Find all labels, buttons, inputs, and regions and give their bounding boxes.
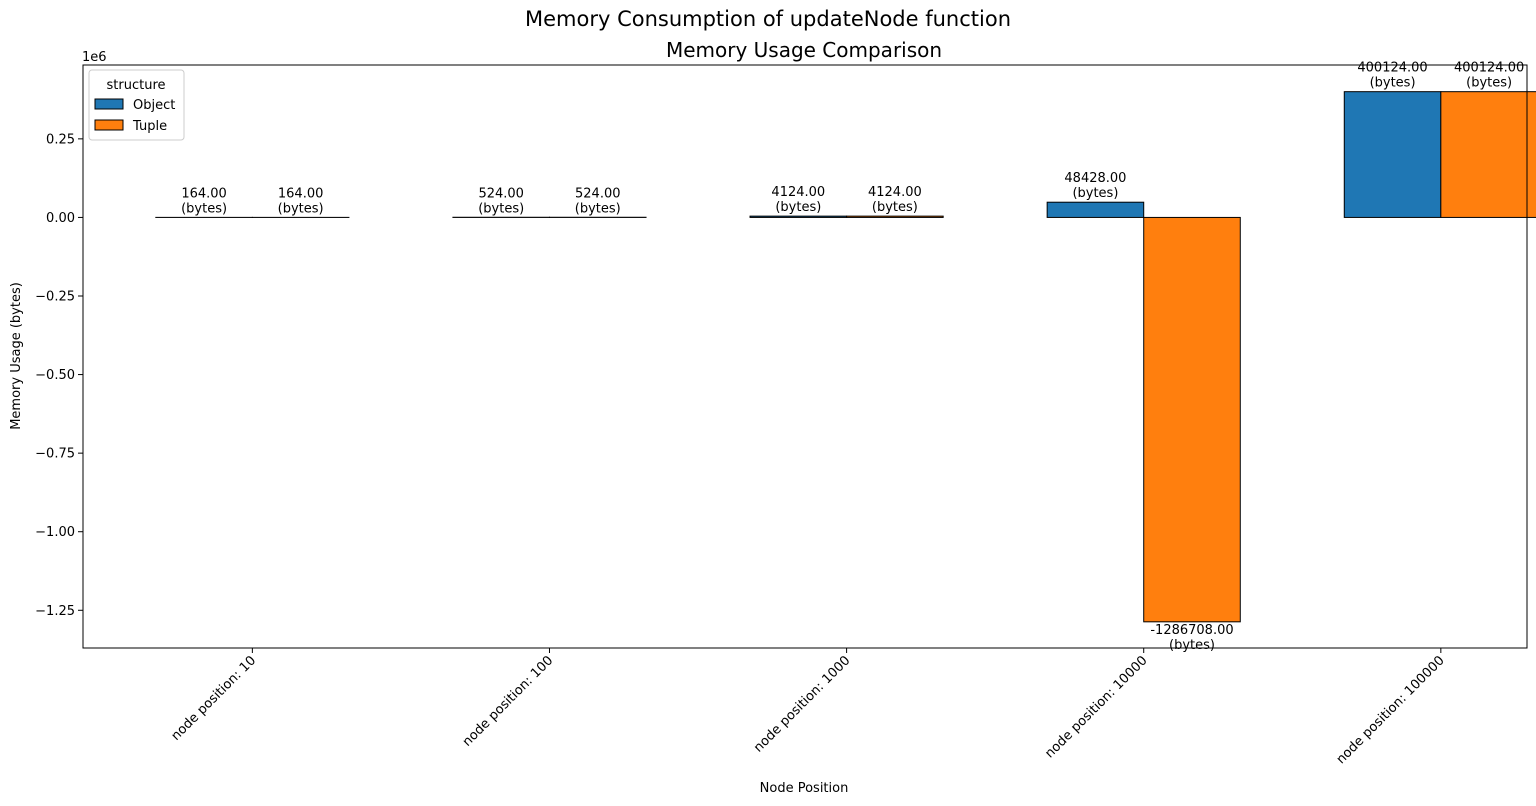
legend-swatch-tuple: [94, 119, 124, 131]
x-axis-label: Node Position: [760, 781, 849, 796]
bar-label: 400124.00 (bytes): [1357, 61, 1427, 91]
bar-object: [1046, 201, 1145, 218]
legend-swatch-object: [94, 98, 124, 110]
bar-label: 48428.00 (bytes): [1064, 171, 1126, 201]
bar-label: 4124.00 (bytes): [868, 185, 922, 215]
chart-title: Memory Usage Comparison: [666, 38, 942, 62]
bar-tuple: [846, 215, 944, 218]
axes-frame: [82, 64, 1528, 649]
y-offset-text: 1e6: [82, 50, 107, 65]
legend-label-object: Object: [133, 98, 175, 113]
figure-suptitle: Memory Consumption of updateNode functio…: [525, 7, 1011, 31]
x-tick-label: node position: 10: [169, 653, 260, 744]
y-tick-label: −0.75: [35, 447, 75, 462]
bar-tuple: [1440, 91, 1536, 218]
y-tick-label: −1.25: [35, 604, 75, 619]
plot-area: 164.00 (bytes) 524.00 (bytes) 4124.00 (bytes)…: [35, 61, 1536, 767]
bar-label: 164.00 (bytes): [278, 186, 324, 216]
legend-label-tuple: Tuple: [132, 119, 167, 134]
bar-label: 524.00 (bytes): [478, 186, 524, 216]
y-tick-label: −1.00: [35, 525, 75, 540]
bar-tuple: [1143, 216, 1241, 623]
x-tick-label: node position: 100000: [1334, 653, 1448, 767]
bar-label: -1286708.00 (bytes): [1150, 623, 1233, 653]
bar-label: 400124.00 (bytes): [1454, 61, 1524, 91]
bar-label: 164.00 (bytes): [181, 186, 227, 216]
x-tick-label: node position: 10000: [1042, 653, 1150, 761]
bar-label: 524.00 (bytes): [575, 186, 621, 216]
bar-label: 4124.00 (bytes): [771, 185, 825, 215]
y-tick-label: −0.50: [35, 368, 75, 383]
x-tick-label: node position: 100: [460, 653, 556, 749]
y-tick-label: 0.25: [46, 132, 75, 147]
y-tick-label: −0.25: [35, 290, 75, 305]
legend-title: structure: [107, 78, 166, 93]
x-tick-label: node position: 1000: [751, 653, 853, 755]
bar-object: [1343, 91, 1442, 218]
bar-object: [749, 215, 848, 218]
y-axis-label: Memory Usage (bytes): [9, 282, 24, 430]
y-tick-label: 0.00: [46, 211, 75, 226]
